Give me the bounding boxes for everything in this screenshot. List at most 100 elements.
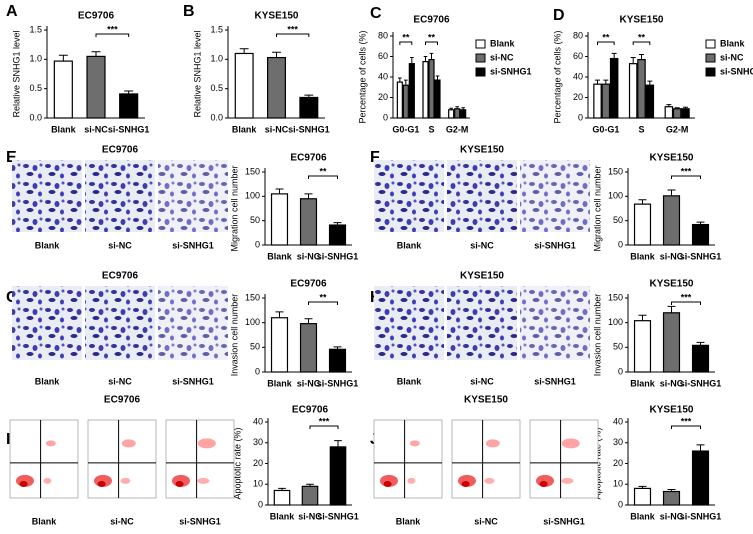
- error-bar: [630, 57, 636, 64]
- flow-plot: [373, 419, 443, 499]
- bar: [691, 344, 710, 373]
- microscopy-image: [12, 160, 82, 232]
- image-label: si-NC: [108, 376, 132, 386]
- y-axis-label: Percentage of cells (%): [357, 30, 367, 123]
- bar: [691, 450, 710, 506]
- error-bar: [58, 54, 68, 62]
- y-axis-label: Apoptotic rate (%): [232, 427, 242, 499]
- x-tick-label: si-SNHG1: [680, 251, 722, 261]
- cell-cluster: [175, 480, 184, 487]
- significance-label: ***: [681, 292, 692, 302]
- y-tick-label: 100: [608, 317, 623, 327]
- image-label: Blank: [397, 240, 423, 250]
- chart-title: EC9706: [292, 405, 329, 416]
- error-bar: [639, 53, 644, 60]
- significance-label: **: [319, 166, 327, 176]
- flow-plot: [9, 419, 79, 499]
- image-label: si-NC: [470, 240, 494, 250]
- y-tick-label: 0: [618, 239, 623, 249]
- bar: [662, 195, 681, 246]
- x-tick-label: si-NC: [265, 124, 289, 134]
- cell-cluster: [197, 438, 216, 449]
- error-bar: [423, 56, 428, 62]
- error-bar: [435, 75, 440, 81]
- bar: [434, 79, 441, 119]
- y-tick-label: 0.5: [210, 83, 223, 93]
- error-bar: [638, 199, 647, 205]
- microscopy-image: [158, 160, 228, 232]
- bar: [301, 485, 319, 506]
- y-tick-label: 10: [253, 479, 263, 489]
- bar: [628, 63, 638, 119]
- cell-cluster: [45, 440, 56, 447]
- x-tick-label: si-NC: [660, 251, 684, 261]
- y-tick-label: 0.0: [210, 112, 223, 122]
- significance-label: **: [428, 32, 436, 42]
- cell-cluster: [484, 477, 495, 484]
- y-tick-label: 50: [613, 215, 623, 225]
- cell-cluster: [461, 480, 470, 487]
- y-tick-label: 1.5: [210, 24, 223, 34]
- significance-label: ***: [107, 24, 118, 34]
- microscopy-image: [374, 160, 444, 232]
- x-tick-label: Blank: [232, 124, 258, 134]
- bar: [633, 320, 652, 373]
- image-label: si-NC: [110, 516, 134, 526]
- y-tick-label: 100: [245, 191, 260, 201]
- microscopy-image: [374, 286, 444, 360]
- bar: [299, 198, 318, 246]
- legend-swatch: [705, 53, 716, 63]
- x-tick-label: si-SNHG1: [317, 251, 359, 261]
- x-tick-label: Blank: [630, 378, 656, 388]
- bar: [273, 489, 291, 506]
- bar: [691, 223, 710, 246]
- microscopy-image: [85, 160, 155, 232]
- microscopy-image: [520, 286, 590, 360]
- error-bar: [334, 440, 342, 447]
- bar: [53, 60, 73, 119]
- image-label: si-NC: [474, 516, 498, 526]
- x-tick-label: Blank: [51, 124, 77, 134]
- significance-bracket: [425, 41, 438, 45]
- x-tick-label: Blank: [267, 251, 293, 261]
- legend-label: si-SNHG1: [490, 66, 532, 76]
- bar: [86, 55, 106, 119]
- image-title: KYSE150: [460, 271, 504, 282]
- image-label: si-SNHG1: [534, 376, 576, 386]
- y-tick-label: 60: [378, 51, 388, 61]
- y-tick-label: 30: [613, 437, 623, 447]
- microscopy-image: [447, 160, 517, 232]
- flow-plot: [451, 419, 521, 499]
- y-tick-label: 0: [383, 112, 388, 122]
- bar: [637, 58, 646, 119]
- significance-label: ***: [287, 24, 298, 34]
- image-title: EC9706: [102, 271, 139, 282]
- y-axis-label: Percentage of cells (%): [552, 30, 562, 123]
- significance-bracket: [308, 175, 338, 179]
- cell-cluster: [197, 477, 210, 484]
- y-tick-label: 40: [613, 416, 623, 426]
- y-tick-label: 1.0: [29, 54, 42, 64]
- y-tick-label: 40: [253, 416, 263, 426]
- flow-plot: [529, 419, 599, 499]
- error-bar: [91, 51, 101, 57]
- significance-bracket: [276, 33, 310, 37]
- panel-letter: E: [6, 149, 17, 166]
- bar: [662, 312, 681, 373]
- legend-swatch: [705, 67, 716, 77]
- x-tick-label: G0-G1: [392, 124, 419, 134]
- y-tick-label: 1.0: [210, 54, 223, 64]
- bar: [234, 52, 254, 119]
- panel-letter: F: [370, 149, 380, 166]
- image-label: si-SNHG1: [534, 240, 576, 250]
- y-tick-label: 0: [255, 366, 260, 376]
- bar: [681, 108, 690, 119]
- x-tick-label: Blank: [267, 378, 293, 388]
- error-bar: [595, 79, 601, 85]
- y-tick-label: 1.5: [29, 24, 42, 34]
- image-label: Blank: [35, 240, 61, 250]
- x-tick-label: si-NC: [297, 378, 321, 388]
- cell-cluster: [485, 439, 500, 448]
- bar: [422, 61, 429, 119]
